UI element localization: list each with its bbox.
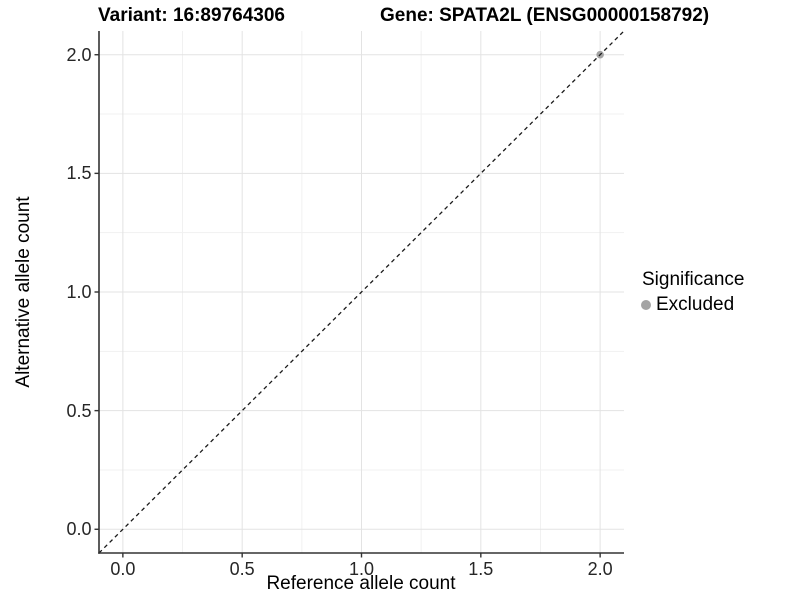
identity-line — [98, 30, 625, 554]
legend-item-label: Excluded — [656, 294, 735, 315]
x-tick-label: 1.5 — [468, 559, 494, 579]
x-tick-label: 2.0 — [587, 559, 613, 579]
y-axis-title: Alternative allele count — [13, 196, 34, 388]
legend: Significance Excluded — [641, 269, 744, 316]
x-axis-title: Reference allele count — [266, 573, 456, 594]
y-tick-label: 1.0 — [66, 282, 92, 302]
x-tick-label: 0.0 — [110, 559, 136, 579]
y-tick-label: 0.0 — [66, 519, 92, 540]
legend-title: Significance — [642, 269, 745, 290]
y-tick-label: 2.0 — [66, 44, 92, 65]
plot-title-gene: Gene: SPATA2L (ENSG00000158792) — [380, 5, 710, 26]
plot-title-variant: Variant: 16:89764306 — [98, 5, 285, 26]
x-tick-label: 0.5 — [229, 559, 255, 579]
y-tick-label: 0.5 — [66, 400, 92, 421]
y-tick-label: 1.5 — [66, 163, 92, 184]
x-tick-label: 1.0 — [348, 559, 375, 579]
legend-point-icon — [641, 300, 651, 310]
legend-item-excluded: Excluded — [641, 294, 744, 316]
